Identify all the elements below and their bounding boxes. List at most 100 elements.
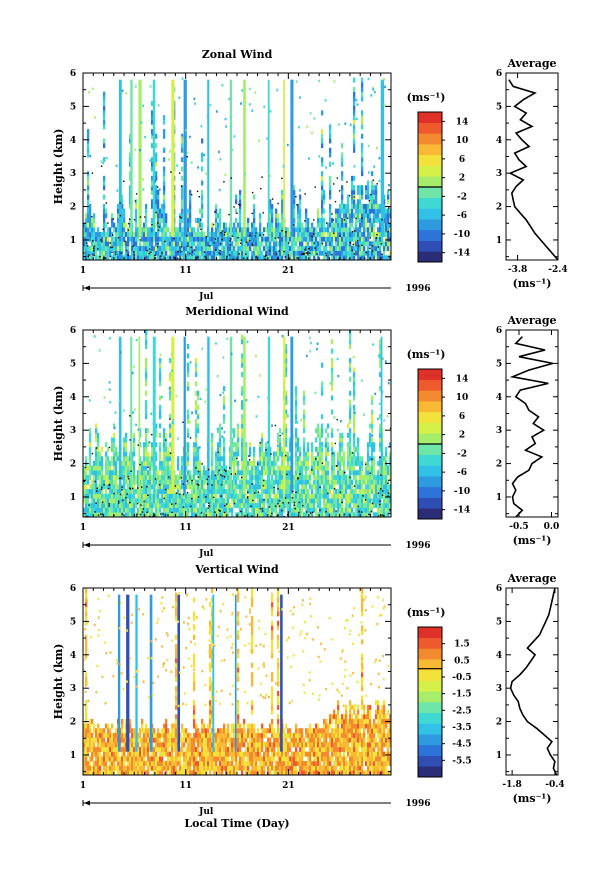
heatmap-cell [111,484,114,490]
heatmap-cell [143,245,146,251]
heatmap-cell [285,344,288,350]
heatmap-cell [359,203,362,209]
heatmap-cell [117,255,120,260]
heatmap-cell [163,507,166,513]
heatmap-cell [299,250,302,256]
heatmap-cell [233,442,236,448]
heatmap-cell [361,213,364,219]
heatmap-cell [215,488,218,494]
heatmap-cell [167,456,170,462]
heatmap-cell [197,493,200,499]
heatmap-cell [343,208,346,214]
heatmap-cell [171,236,174,242]
heatmap-cell [303,400,306,406]
heatmap-cell [317,484,320,490]
heatmap-cell [351,175,354,181]
heatmap-speck [149,159,152,162]
heatmap-cell [213,502,216,508]
contour-dot [129,487,131,489]
heatmap-cell [89,432,92,438]
x-tick-label: 21 [282,266,295,276]
heatmap-cell [217,498,220,504]
heatmap-cell [91,250,94,256]
heatmap-cell [189,245,192,251]
heatmap-cell [303,479,306,485]
heatmap-cell [101,250,104,256]
heatmap-cell [333,502,336,508]
heatmap-cell [233,231,236,237]
heatmap-cell [305,484,308,490]
heatmap-cell [101,231,104,237]
heatmap-cell [299,255,302,260]
heatmap-cell [235,460,238,466]
heatmap-cell [275,245,278,251]
heatmap-cell [279,479,282,485]
heatmap-cell [195,460,198,466]
heatmap-cell [261,493,264,499]
heatmap-cell [257,498,260,504]
heatmap-cell [195,437,198,443]
heatmap-cell [321,189,324,195]
heatmap-speck [233,135,236,138]
heatmap-cell [195,470,198,476]
y-tick-label: 5 [70,102,76,112]
heatmap-cell [317,423,320,429]
heatmap-cell [261,456,264,462]
contour-dot [370,193,372,196]
heatmap-cell [239,250,242,256]
heatmap-cell [353,498,356,504]
heatmap-speck [190,161,193,164]
heatmap-cell [105,451,108,457]
heatmap-cell [163,217,166,223]
heatmap-cell [239,208,242,214]
contour-dot [139,513,142,516]
heatmap-cell [321,442,324,448]
heatmap-cell [223,250,226,256]
heatmap-cell [93,470,96,476]
heatmap-cell [237,470,240,476]
heatmap-cell [327,493,330,499]
heatmap-speck [132,411,135,414]
heatmap-cell [199,241,202,247]
heatmap-cell [223,446,226,452]
contour-dot [232,258,235,260]
heatmap-cell [111,460,114,466]
heatmap-cell [271,227,274,233]
heatmap-cell [309,507,312,513]
heatmap-cell [371,465,374,471]
contour-dot [315,458,317,460]
heatmap-cell [165,484,168,490]
heatmap-cell [373,470,376,476]
contour-dot [148,252,150,255]
heatmap-cell [135,255,138,260]
heatmap-cell [195,236,198,242]
contour-dot [229,244,232,246]
heatmap-cell [209,484,212,490]
contour-dot [335,510,337,512]
contour-dot [182,421,184,423]
contour-dot [261,510,264,512]
heatmap-cell [279,250,282,256]
heatmap-speck [105,156,108,160]
contour-dot [220,484,223,486]
heatmap-cell [325,507,328,513]
heatmap-cell [149,456,152,462]
heatmap-speck [313,117,316,120]
heatmap-cell [187,498,190,504]
heatmap-cell [213,245,216,251]
heatmap-cell [117,217,120,223]
heatmap-cell [233,460,236,466]
heatmap-cell [313,465,316,471]
contour-dot [177,257,179,260]
heatmap-cell [189,484,192,490]
contour-dot [120,252,123,254]
heatmap-cell [97,465,100,471]
heatmap-cell [241,484,244,490]
heatmap-cell [281,451,284,457]
contour-dot [233,502,236,505]
heatmap-cell [373,255,376,260]
heatmap-speck [378,179,381,183]
heatmap-cell [311,507,314,513]
contour-dot [129,501,131,504]
